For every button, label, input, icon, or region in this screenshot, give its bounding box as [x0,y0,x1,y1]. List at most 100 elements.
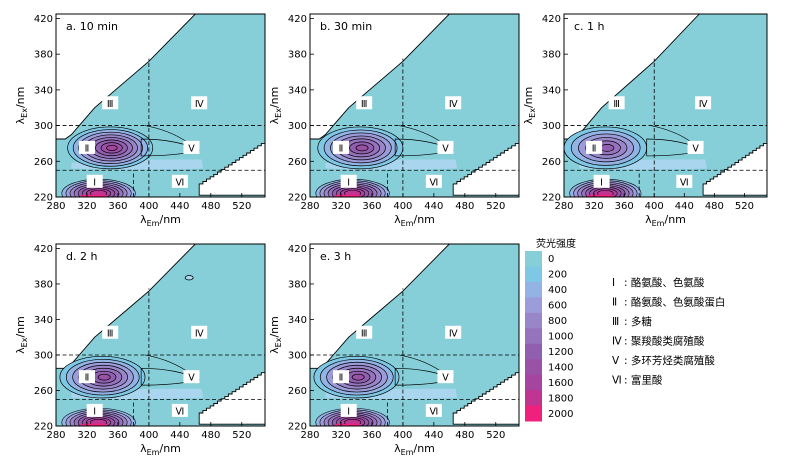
region-label: Ⅳ [449,99,458,110]
x-tick-label: 320 [331,430,350,441]
region-label: Ⅵ [175,177,184,188]
region-label: Ⅵ [429,406,438,417]
x-tick-label: 320 [77,430,96,441]
x-tick-label: 520 [232,201,251,212]
colorbar-label: 2000 [548,409,573,420]
y-tick-label: 420 [34,14,53,25]
colorbar-label: 200 [548,270,567,281]
region-label: Ⅳ [449,328,458,339]
colorbar-swatch [525,359,542,376]
region-label-box [332,370,349,384]
region-label: Ⅰ [600,177,603,188]
y-tick-label: 380 [288,50,307,61]
region-label: Ⅱ [339,373,344,384]
legend-number: Ⅰ [612,277,615,289]
legend-text: : 聚羧酸类腐殖酸 [624,335,705,348]
y-tick-label: 380 [542,50,561,61]
panel-title: b. 30 min [320,20,372,33]
region-label: Ⅳ [699,99,708,110]
region-label-box [437,140,454,154]
x-axis-label: λEm/nm [140,213,181,228]
x-tick-label: 480 [201,430,220,441]
x-tick-label: 280 [300,430,319,441]
panel-5: Ⅰ Ⅱ Ⅲ Ⅳ Ⅴ Ⅵ 280 320 360 400 440 480 520 220 260 300 340 3… [268,243,520,457]
panel-4: Ⅰ Ⅱ Ⅲ Ⅳ Ⅴ Ⅵ 280 320 360 400 440 480 520 220 260 300 340 3… [14,243,266,457]
y-tick-label: 340 [34,315,53,326]
x-tick-label: 480 [455,430,474,441]
plot-frame [55,243,266,427]
x-tick-label: 360 [615,201,634,212]
y-tick-label: 220 [542,193,561,204]
panel-1: Ⅰ Ⅱ Ⅲ Ⅳ Ⅴ Ⅵ 280 320 360 400 440 480 520 220 260 300 340 3… [14,13,266,228]
y-tick-label: 220 [288,193,307,204]
colorbar: 荧光强度 0 200 400 600 800 1000 1200 1400 1600 1800 200… [525,237,576,422]
colorbar-label: 1000 [548,332,573,343]
region-label-box [78,370,95,384]
region-boundaries [56,58,265,197]
legend-text: : 多糖 [624,315,652,328]
contour-fill [61,125,204,197]
region-label-box [437,370,454,384]
x-tick-label: 320 [585,201,604,212]
y-tick-label: 380 [34,50,53,61]
colorbar-title: 荧光强度 [536,237,576,250]
panel-title: a. 10 min [66,20,118,33]
plot-frame [563,13,768,198]
colorbar-label: 600 [548,301,567,312]
x-tick-label: 400 [139,201,158,212]
region-label-box [102,96,119,110]
x-tick-label: 520 [486,430,505,441]
region-label: Ⅴ [188,143,195,154]
x-tick-label: 280 [300,201,319,212]
colorbar-swatch [525,374,542,391]
panel-title: c. 1 h [574,20,605,33]
peak-contour [355,144,369,152]
y-tick-label: 260 [34,386,53,397]
region-label-box [687,140,704,154]
region-label: Ⅲ [613,99,620,110]
x-tick-label: 400 [645,201,664,212]
colorbar-label: 1200 [548,347,573,358]
y-tick-label: 420 [288,14,307,25]
colorbar-swatch [525,328,542,345]
region-boundaries [56,288,265,426]
y-tick-label: 380 [34,279,53,290]
colorbar-swatch [525,251,542,267]
y-tick-label: 260 [542,157,561,168]
y-tick-label: 300 [288,121,307,132]
panel-title: e. 3 h [320,250,351,263]
y-tick-label: 340 [34,85,53,96]
legend-number: Ⅴ [612,355,620,367]
legend-text: : 酪氨酸、色氨酸蛋白 [624,296,725,309]
region-label: Ⅰ [93,177,96,188]
y-tick-label: 340 [288,315,307,326]
y-axis-label: λEx/nm [14,87,29,125]
region-label: Ⅲ [361,99,368,110]
x-tick-label: 400 [393,201,412,212]
x-tick-label: 440 [170,430,189,441]
colorbar-swatch [525,312,542,329]
legend-number: Ⅳ [612,336,622,348]
region-label: Ⅴ [442,373,449,384]
region-label: Ⅴ [442,143,449,154]
region-label: Ⅵ [680,177,689,188]
hot-spot [80,194,107,197]
region-label: Ⅴ [692,143,699,154]
legend-text: : 富里酸 [624,374,663,387]
y-axis-label: λEx/nm [268,316,283,354]
y-tick-label: 340 [288,85,307,96]
plot-frame [309,243,520,427]
y-tick-label: 300 [288,350,307,361]
plot-frame [55,13,266,198]
colorbar-label: 400 [548,285,567,296]
colorbar-swatch [525,281,542,298]
legend-text: : 多环芳烃类腐殖酸 [624,354,715,367]
y-tick-label: 260 [288,157,307,168]
region-label-box [340,174,357,188]
hot-spot [588,194,613,197]
y-tick-label: 380 [288,279,307,290]
colorbar-swatch [525,297,542,314]
colorbar-label: 1400 [548,362,573,373]
region-label-box [340,403,357,417]
